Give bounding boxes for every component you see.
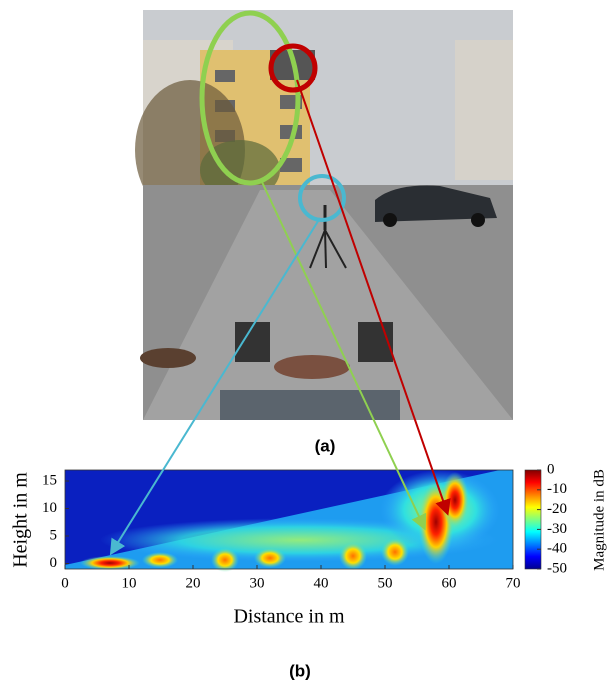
x-tick-label: 50	[378, 575, 393, 591]
y-axis-label: Height in m	[10, 472, 32, 568]
x-axis-label: Distance in m	[233, 606, 345, 628]
x-tick-label: 10	[122, 575, 137, 591]
colorbar-tick-label: -10	[547, 481, 567, 497]
x-tick-label: 20	[186, 575, 201, 591]
x-tick-label: 70	[506, 575, 521, 591]
colorbar-tick-label: -50	[547, 560, 567, 576]
y-tick-label: 5	[50, 527, 58, 543]
y-tick-label: 10	[42, 500, 57, 516]
caption-b: (b)	[289, 661, 311, 680]
colorbar-label: Magnitude in dB	[591, 469, 607, 571]
figure: (a) Distance in m Height in m Magnitude …	[0, 0, 612, 683]
y-tick-label: 15	[42, 472, 57, 488]
x-tick-label: 40	[314, 575, 329, 591]
caption-a: (a)	[315, 436, 336, 455]
x-tick-label: 0	[61, 575, 69, 591]
colorbar-tick-label: -20	[547, 501, 567, 517]
colorbar	[525, 470, 541, 569]
colorbar-tick-label: 0	[547, 461, 555, 477]
y-tick-label: 0	[50, 555, 58, 571]
colorbar-tick-label: -30	[547, 521, 567, 537]
photo	[135, 10, 513, 420]
colorbar-tick-label: -40	[547, 541, 567, 557]
x-tick-label: 60	[442, 575, 457, 591]
x-tick-label: 30	[250, 575, 265, 591]
